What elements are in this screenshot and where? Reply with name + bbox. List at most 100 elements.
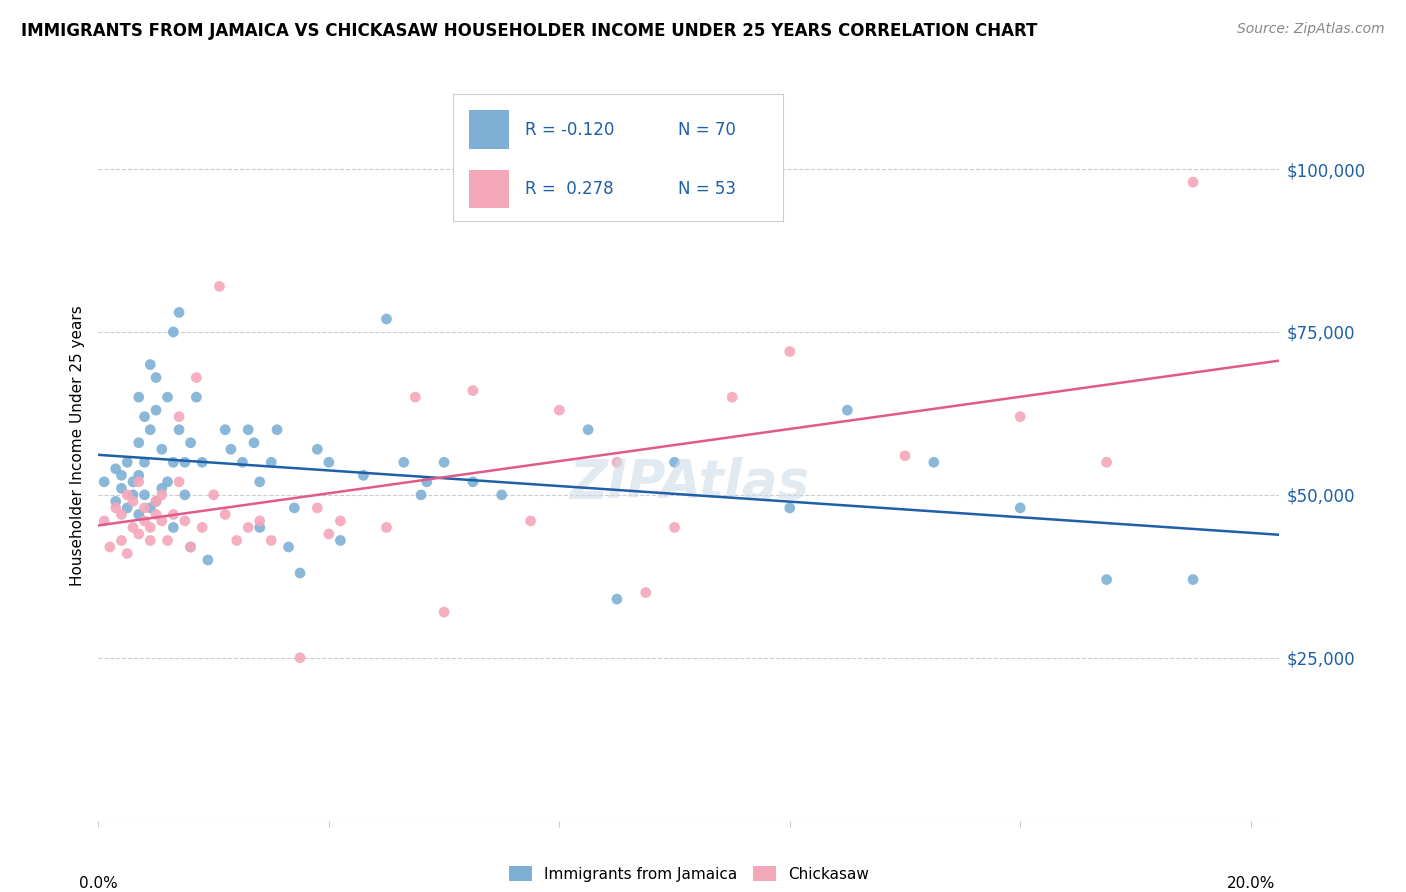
Point <box>150 488 173 502</box>
Point <box>162 508 184 522</box>
Point <box>1010 500 1032 515</box>
Point <box>214 423 236 437</box>
Text: Source: ZipAtlas.com: Source: ZipAtlas.com <box>1237 22 1385 37</box>
Point <box>491 488 513 502</box>
Point <box>139 533 162 548</box>
Point <box>249 514 271 528</box>
Point <box>433 605 456 619</box>
Point <box>173 514 195 528</box>
Point <box>1010 409 1032 424</box>
Point <box>307 442 329 457</box>
Point <box>156 533 179 548</box>
Point <box>115 547 138 561</box>
Point <box>134 488 156 502</box>
Point <box>173 488 195 502</box>
Point <box>180 540 202 554</box>
Point <box>134 455 156 469</box>
Point <box>329 533 352 548</box>
Point <box>664 455 686 469</box>
Point <box>186 390 208 404</box>
Point <box>122 520 145 534</box>
Point <box>191 520 214 534</box>
Point <box>93 514 115 528</box>
Point <box>162 520 184 534</box>
Point <box>191 455 214 469</box>
Point <box>329 514 352 528</box>
Point <box>98 540 121 554</box>
Point <box>392 455 415 469</box>
Point <box>180 540 202 554</box>
Point <box>128 475 150 489</box>
Point <box>1095 573 1118 587</box>
Point <box>128 435 150 450</box>
Point <box>461 475 484 489</box>
Point <box>128 468 150 483</box>
Point <box>208 279 231 293</box>
Point <box>115 455 138 469</box>
Text: 20.0%: 20.0% <box>1226 876 1275 891</box>
Point <box>115 500 138 515</box>
Point <box>104 500 127 515</box>
Text: ZIPAtlas: ZIPAtlas <box>569 458 808 509</box>
Point <box>277 540 299 554</box>
Point <box>156 475 179 489</box>
Point <box>231 455 253 469</box>
Point <box>238 520 260 534</box>
Point <box>837 403 859 417</box>
Point <box>461 384 484 398</box>
Point <box>409 488 432 502</box>
Point <box>249 520 271 534</box>
Point <box>156 390 179 404</box>
Point <box>634 585 657 599</box>
Point <box>404 390 426 404</box>
Point <box>145 403 167 417</box>
Point <box>922 455 945 469</box>
Point <box>134 500 156 515</box>
Point <box>225 533 247 548</box>
Point <box>318 455 340 469</box>
Point <box>110 481 132 495</box>
Point <box>606 455 628 469</box>
Point <box>1182 175 1205 189</box>
Point <box>664 520 686 534</box>
Point <box>104 462 127 476</box>
Y-axis label: Householder Income Under 25 years: Householder Income Under 25 years <box>69 306 84 586</box>
Point <box>202 488 225 502</box>
Point <box>433 455 456 469</box>
Point <box>576 423 599 437</box>
Point <box>134 409 156 424</box>
Point <box>167 423 190 437</box>
Point <box>283 500 305 515</box>
Point <box>162 455 184 469</box>
Point <box>186 370 208 384</box>
Point <box>375 312 398 326</box>
Point <box>139 423 162 437</box>
Point <box>197 553 219 567</box>
Point <box>260 455 283 469</box>
Point <box>243 435 266 450</box>
Point <box>307 500 329 515</box>
Point <box>894 449 917 463</box>
Point <box>1182 573 1205 587</box>
Point <box>145 370 167 384</box>
Point <box>214 508 236 522</box>
Point <box>145 494 167 508</box>
Point <box>162 325 184 339</box>
Point <box>93 475 115 489</box>
Text: 0.0%: 0.0% <box>79 876 118 891</box>
Point <box>167 409 190 424</box>
Point <box>779 500 801 515</box>
Point <box>110 468 132 483</box>
Point <box>1095 455 1118 469</box>
Point <box>128 527 150 541</box>
Point <box>173 455 195 469</box>
Point <box>219 442 242 457</box>
Point <box>721 390 744 404</box>
Point <box>122 494 145 508</box>
Point <box>606 592 628 607</box>
Point <box>519 514 541 528</box>
Point <box>110 533 132 548</box>
Point <box>238 423 260 437</box>
Point <box>167 475 190 489</box>
Legend: Immigrants from Jamaica, Chickasaw: Immigrants from Jamaica, Chickasaw <box>503 860 875 888</box>
